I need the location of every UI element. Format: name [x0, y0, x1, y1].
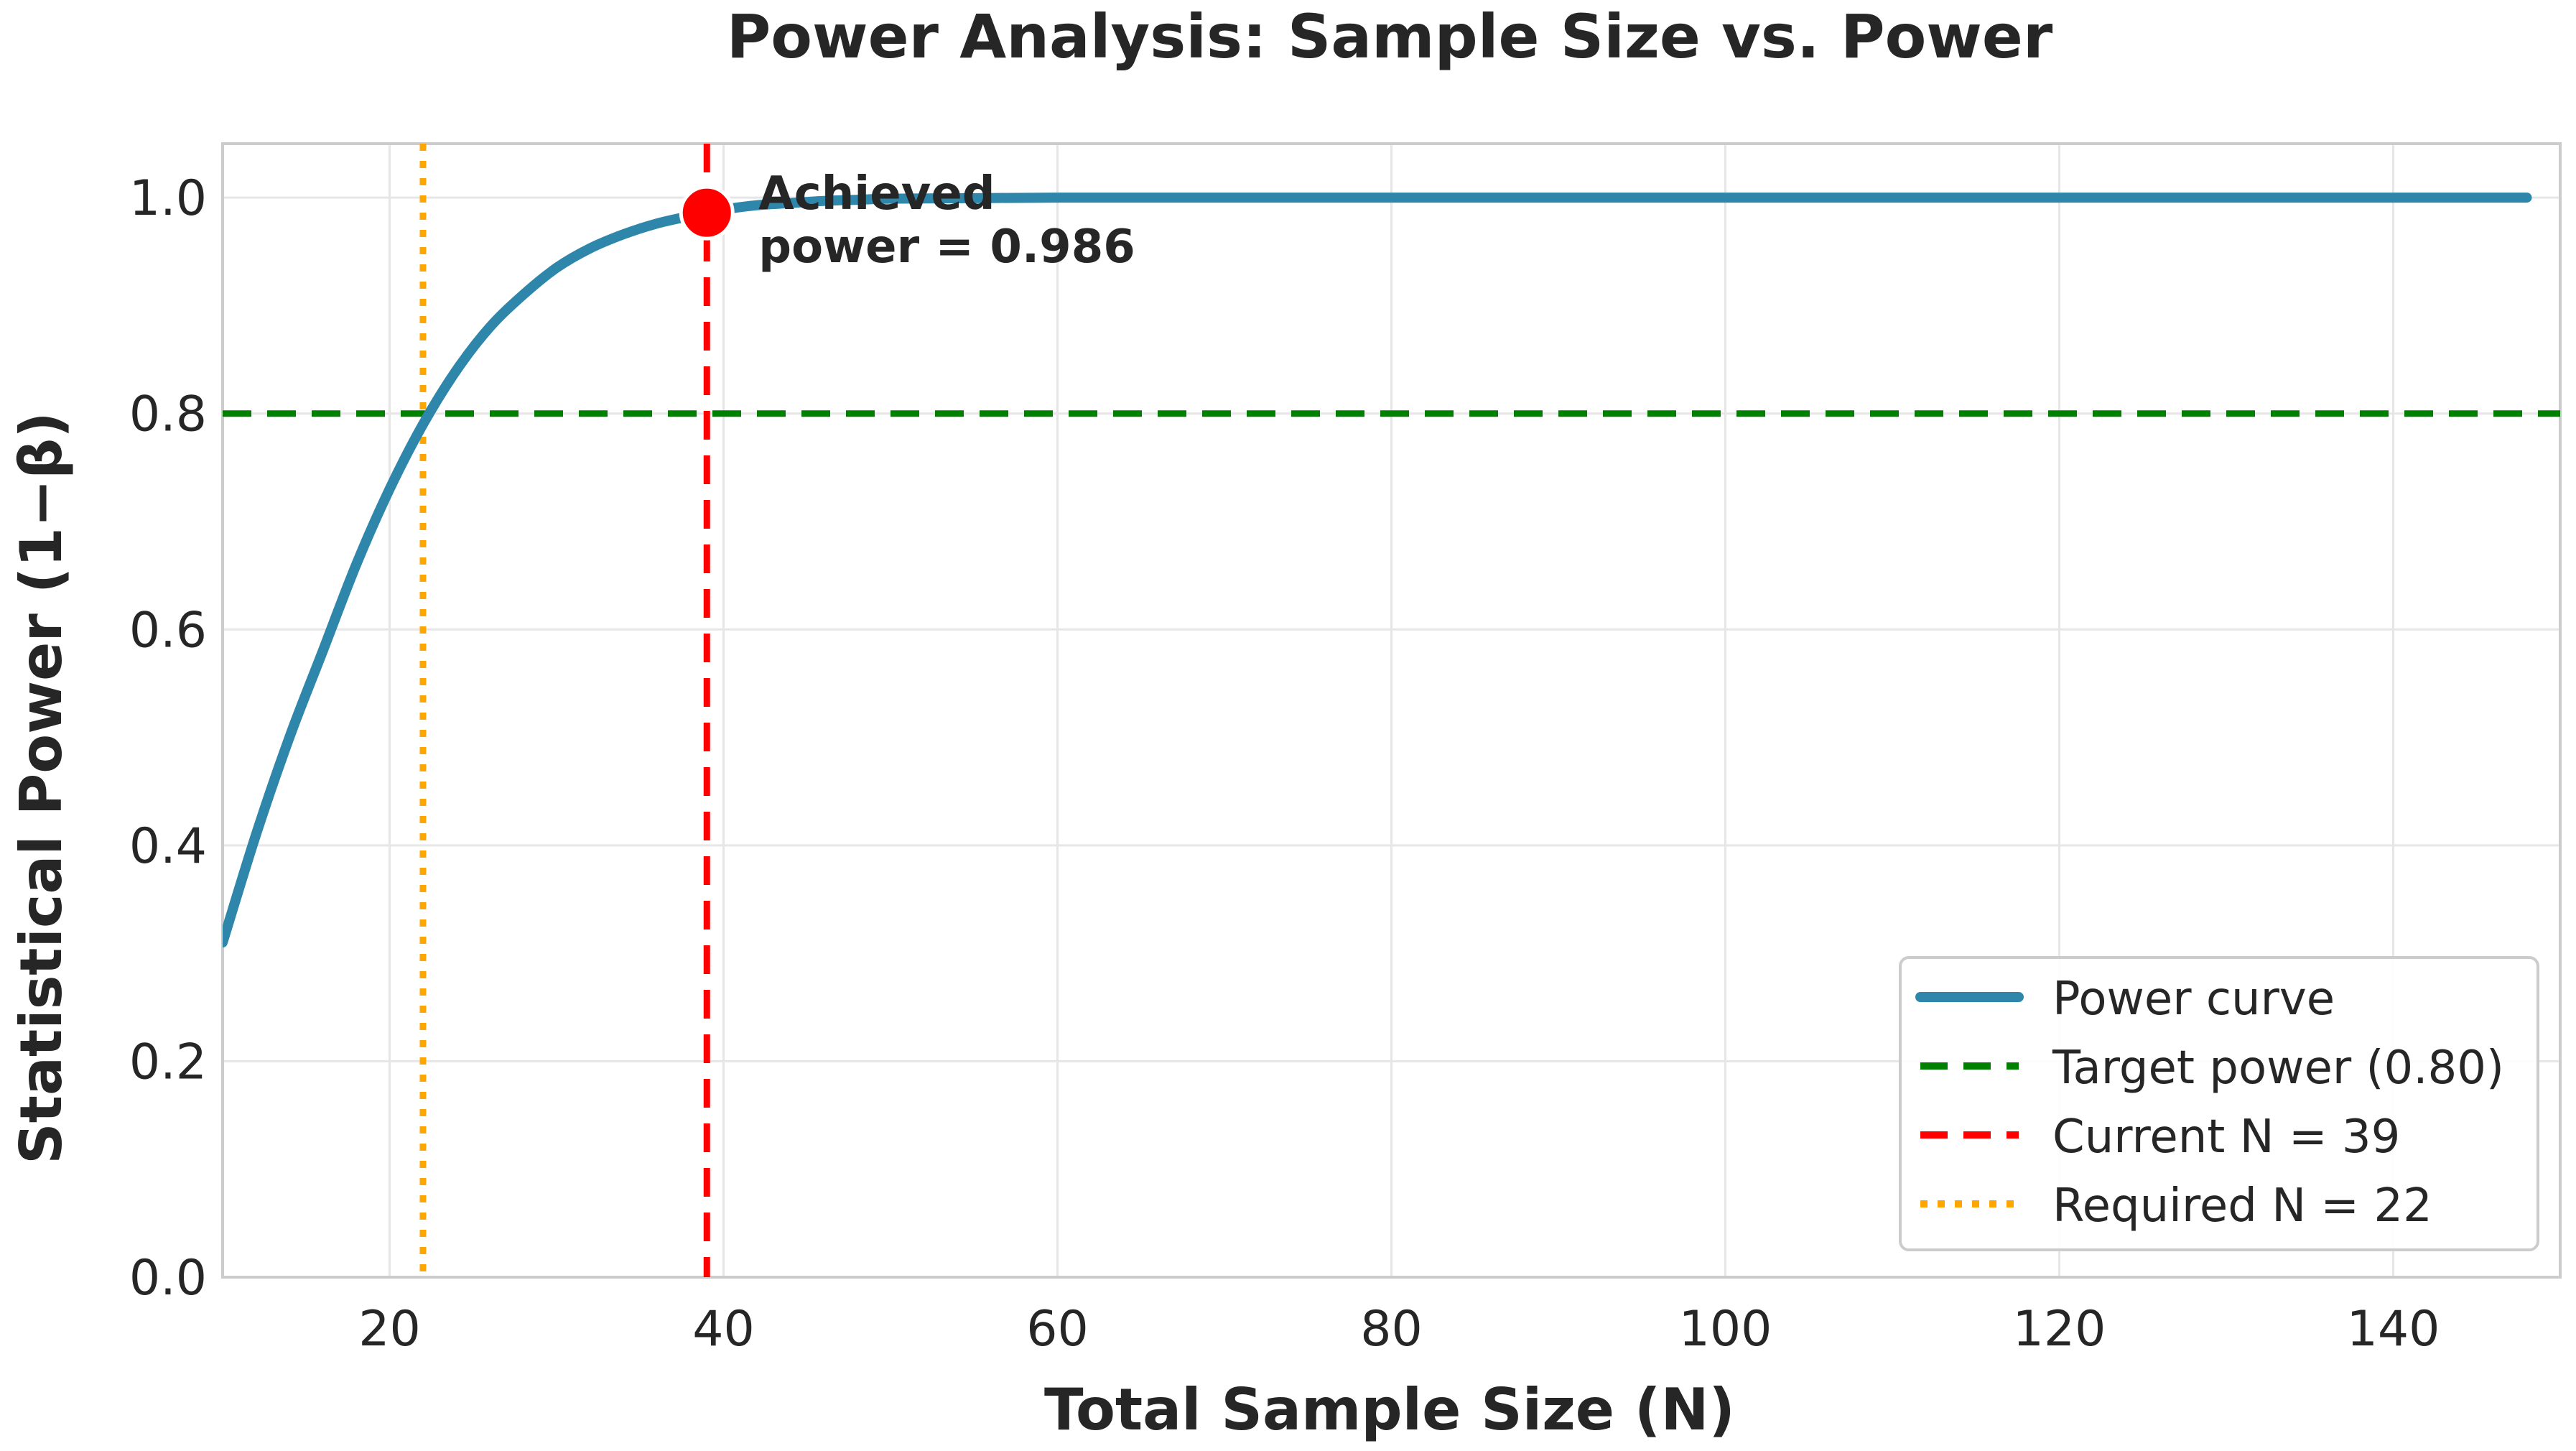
legend-label: Current N = 39 — [2052, 1111, 2400, 1164]
power-curve-line — [223, 193, 2532, 948]
achieved-power-annotation: Achieved — [758, 167, 995, 221]
y-tick-label: 1.0 — [129, 170, 207, 227]
chart-title: Power Analysis: Sample Size vs. Power — [727, 1, 2053, 72]
plot-content — [223, 144, 2560, 1277]
achieved-power-marker — [679, 185, 735, 241]
y-tick-label: 0.8 — [129, 386, 207, 443]
y-axis-label: Statistical Power (1−β) — [8, 412, 75, 1164]
y-tick-label: 0.0 — [129, 1250, 207, 1307]
plot-area: 20 40 60 80 100 120 140 0.0 0.2 0.4 0.6 0.8 1.0 Achie… — [129, 142, 2562, 1358]
y-tick-label: 0.6 — [129, 602, 207, 659]
y-tick-label: 0.2 — [129, 1034, 207, 1090]
legend-label: Required N = 22 — [2052, 1179, 2432, 1233]
x-tick-label: 20 — [358, 1301, 421, 1358]
x-axis-label: Total Sample Size (N) — [1044, 1376, 1735, 1443]
legend-label: Power curve — [2052, 973, 2335, 1026]
x-tick-label: 100 — [1679, 1301, 1772, 1358]
x-tick-label: 120 — [2013, 1301, 2106, 1358]
x-tick-label: 80 — [1360, 1301, 1423, 1358]
plot-frame — [221, 142, 2562, 1279]
x-tick-label: 140 — [2347, 1301, 2440, 1358]
achieved-power-annotation: power = 0.986 — [758, 221, 1135, 274]
legend-box — [1899, 956, 2539, 1251]
legend: Power curve Target power (0.80) Current N … — [1899, 956, 2539, 1251]
y-tick-label: 0.4 — [129, 818, 207, 875]
legend-label: Target power (0.80) — [2052, 1042, 2504, 1095]
x-tick-label: 60 — [1026, 1301, 1089, 1358]
x-tick-label: 40 — [692, 1301, 755, 1358]
